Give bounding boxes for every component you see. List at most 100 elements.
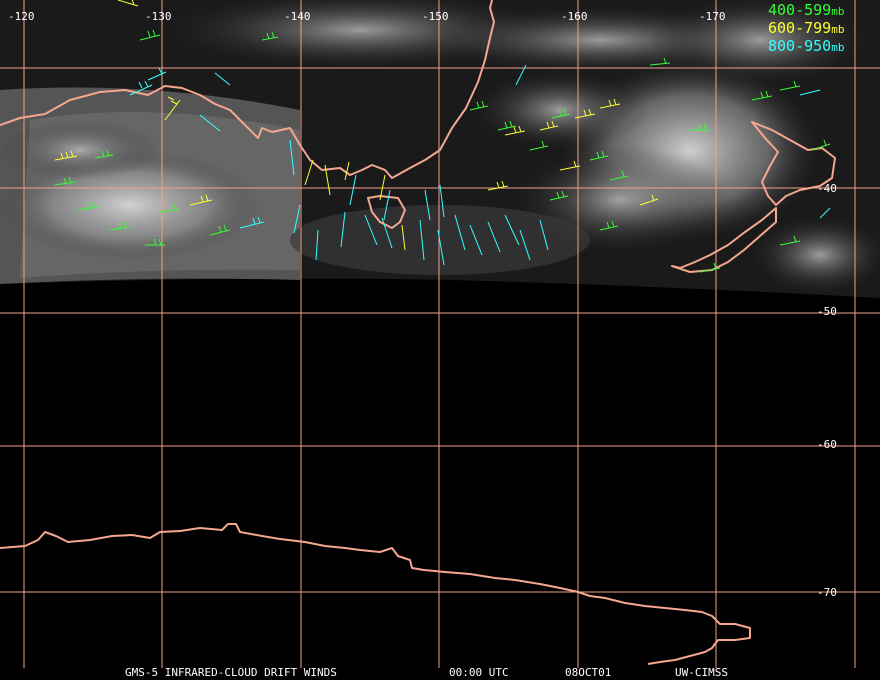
footer-date: 08OCT01 [565, 666, 611, 679]
wind-barb-icon [293, 204, 301, 234]
lon-label: -150 [422, 10, 449, 23]
wind-barb-icon [145, 238, 165, 246]
wind-barb-icon [340, 211, 346, 248]
wind-barb-icon [381, 217, 393, 249]
wind-barb-icon [419, 219, 425, 261]
longitude-labels: -120 -130 -140 -150 -160 -170 [8, 10, 726, 23]
wind-barb-icon [383, 189, 391, 221]
legend-item-600-799: 600-799mb [768, 19, 844, 37]
wind-barb-icon [649, 57, 671, 66]
wind-barb-icon [599, 220, 619, 231]
tasmania-coastline [367, 195, 406, 229]
wind-barbs-400-599 [54, 29, 831, 273]
wind-barbs-800-950 [129, 64, 831, 266]
wind-barb-icon [551, 108, 571, 119]
wind-barb-icon [289, 139, 295, 176]
lon-label: -130 [145, 10, 172, 23]
wind-barb-icon [261, 31, 279, 41]
wind-barb-icon [487, 221, 501, 253]
wind-barb-icon [799, 89, 821, 96]
wind-barb-icon [539, 219, 549, 251]
wind-barb-icon [315, 229, 319, 261]
wind-barb-icon [529, 140, 549, 151]
wind-barb-icon [401, 224, 406, 251]
wind-barb-icon [539, 120, 559, 131]
wind-barb-icon [439, 184, 445, 218]
wind-barb-icon [424, 189, 431, 221]
wind-barb-icon [469, 100, 489, 111]
wind-barb-icon [437, 229, 445, 266]
lon-label: -140 [284, 10, 311, 23]
wind-barb-icon [779, 235, 801, 246]
wind-barb-icon [364, 214, 378, 246]
wind-barb-icon [599, 98, 621, 109]
satellite-imagery [0, 0, 880, 298]
legend-unit: mb [831, 5, 844, 18]
new-zealand-north-coastline [751, 121, 836, 206]
wind-barb-icon [779, 80, 801, 91]
wind-barb-icon [819, 207, 831, 219]
wind-barb-icon [349, 174, 357, 206]
footer-product: GMS-5 INFRARED-CLOUD DRIFT WINDS [125, 666, 337, 679]
legend-range: 800-950 [768, 37, 831, 55]
lat-label: -50 [817, 305, 837, 318]
wind-barb-icon [117, 0, 139, 7]
legend-range: 400-599 [768, 1, 831, 19]
wind-barb-icon [139, 29, 161, 41]
wind-barb-icon [189, 194, 213, 206]
wind-barb-icon [559, 160, 581, 171]
wind-barb-icon [159, 203, 181, 213]
legend-unit: mb [831, 23, 844, 36]
legend-item-400-599: 400-599mb [768, 1, 844, 19]
lat-label: -70 [817, 586, 837, 599]
wind-barb-icon [454, 214, 466, 251]
wind-barb-icon [209, 224, 231, 236]
wind-barb-icon [109, 221, 131, 231]
legend-range: 600-799 [768, 19, 831, 37]
wind-barb-icon [199, 114, 221, 132]
legend-unit: mb [831, 41, 844, 54]
wind-barb-icon [54, 176, 76, 186]
wind-barb-icon [164, 96, 181, 121]
wind-barb-icon [379, 174, 386, 201]
wind-barb-icon [751, 90, 773, 101]
wind-barb-icon [304, 159, 314, 186]
legend-item-800-950: 800-950mb [768, 37, 844, 55]
wind-barb-icon [344, 161, 350, 181]
wind-barb-icon [811, 139, 831, 151]
wind-barb-icon [690, 123, 710, 131]
lon-label: -160 [561, 10, 588, 23]
wind-barb-icon [639, 194, 659, 206]
antarctica-coastline [0, 523, 751, 665]
wind-barb-icon [574, 108, 596, 119]
wind-barb-icon [77, 201, 99, 211]
wind-barb-icon [94, 149, 114, 159]
wind-barb-icon [609, 170, 629, 181]
latitude-labels: -40 -50 -60 -70 [817, 182, 837, 599]
wind-barb-icon [519, 229, 531, 261]
wind-barb-icon [515, 64, 527, 86]
new-zealand-south-coastline [671, 207, 777, 273]
wind-barb-icon [469, 224, 483, 256]
lon-label: -120 [8, 10, 35, 23]
wind-barb-icon [589, 150, 609, 161]
wind-barb-icon [504, 125, 526, 136]
lat-label: -60 [817, 438, 837, 451]
wind-barb-icon [129, 80, 153, 96]
lat-label: -40 [817, 182, 837, 195]
legend: 400-599mb 600-799mb 800-950mb [768, 1, 844, 55]
wind-barb-icon [214, 72, 231, 86]
footer: GMS-5 INFRARED-CLOUD DRIFT WINDS 00:00 U… [125, 666, 728, 679]
wind-barb-icon [549, 190, 569, 201]
wind-barb-icon [147, 67, 167, 81]
footer-time: 00:00 UTC [449, 666, 509, 679]
lon-label: -170 [699, 10, 726, 23]
australia-coastline [0, 0, 495, 179]
wind-barb-icon [497, 120, 517, 131]
wind-barb-icon [239, 216, 265, 229]
wind-barb-icon [54, 150, 78, 161]
wind-barb-icon [699, 262, 721, 273]
coastlines [0, 0, 836, 665]
wind-barbs-600-799 [54, 0, 659, 251]
footer-source: UW-CIMSS [675, 666, 728, 679]
